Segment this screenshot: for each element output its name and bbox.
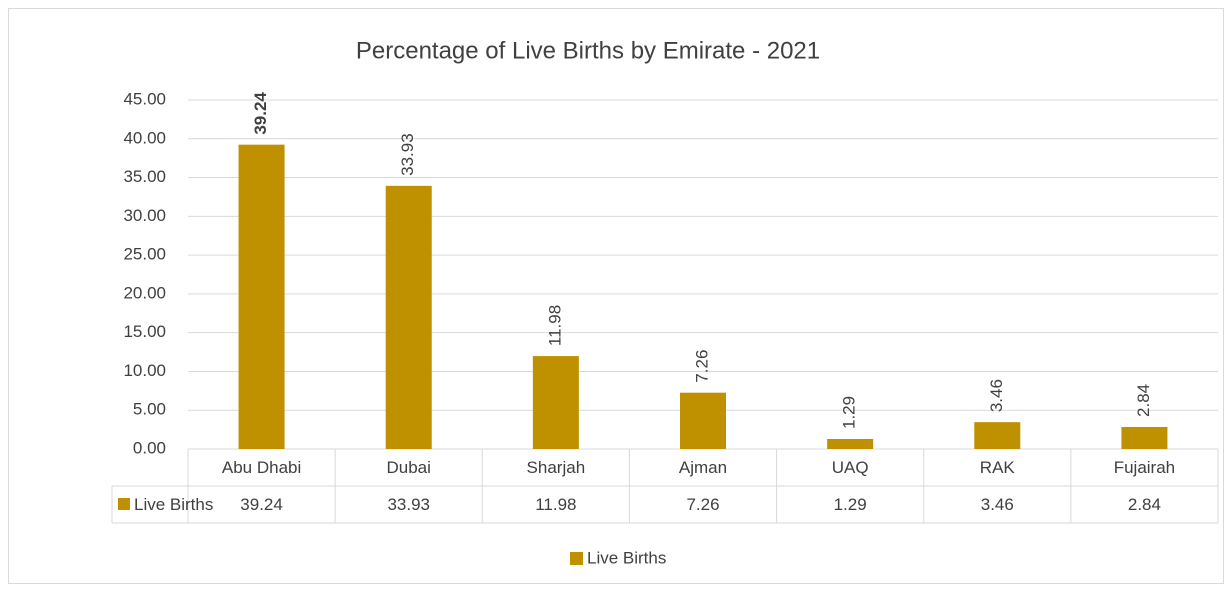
y-tick-label: 25.00 xyxy=(123,245,166,264)
x-tick-label: Ajman xyxy=(679,458,727,477)
bar xyxy=(1121,426,1168,449)
bar xyxy=(238,144,285,449)
legend-label: Live Births xyxy=(587,548,666,567)
value-label: 3.46 xyxy=(987,379,1006,412)
value-label: 39.24 xyxy=(251,92,270,135)
table-value: 11.98 xyxy=(535,495,576,514)
y-tick-label: 0.00 xyxy=(133,438,166,457)
y-tick-label: 35.00 xyxy=(123,167,166,186)
x-tick-label: RAK xyxy=(980,458,1016,477)
bar xyxy=(532,356,579,449)
x-tick-label: UAQ xyxy=(832,458,869,477)
y-tick-label: 15.00 xyxy=(123,322,166,341)
value-label: 11.98 xyxy=(545,305,564,346)
bar xyxy=(974,422,1021,449)
value-label: 2.84 xyxy=(1134,384,1153,417)
bar xyxy=(827,438,874,449)
y-tick-label: 5.00 xyxy=(133,400,166,419)
y-tick-label: 20.00 xyxy=(123,283,166,302)
table-value: 39.24 xyxy=(240,495,283,514)
bar xyxy=(680,392,726,449)
value-label: 33.93 xyxy=(398,133,417,176)
value-label: 1.29 xyxy=(840,396,859,429)
x-tick-label: Fujairah xyxy=(1114,458,1175,477)
y-tick-label: 10.00 xyxy=(123,361,166,380)
table-value: 7.26 xyxy=(686,495,719,514)
y-tick-label: 30.00 xyxy=(123,206,166,225)
x-tick-label: Sharjah xyxy=(527,458,586,477)
table-legend-key xyxy=(118,498,130,510)
value-label: 7.26 xyxy=(692,350,711,383)
x-tick-label: Abu Dhabi xyxy=(222,458,301,477)
table-value: 33.93 xyxy=(387,495,430,514)
table-value: 1.29 xyxy=(834,495,867,514)
legend-key xyxy=(570,552,583,565)
y-tick-label: 40.00 xyxy=(123,128,166,147)
table-series-name: Live Births xyxy=(134,495,213,514)
x-tick-label: Dubai xyxy=(387,458,431,477)
y-tick-label: 45.00 xyxy=(123,89,166,108)
chart-border xyxy=(8,8,1224,584)
table-value: 2.84 xyxy=(1128,495,1161,514)
chart-title: Percentage of Live Births by Emirate - 2… xyxy=(356,37,820,64)
bar xyxy=(385,185,432,449)
table-value: 3.46 xyxy=(981,495,1014,514)
